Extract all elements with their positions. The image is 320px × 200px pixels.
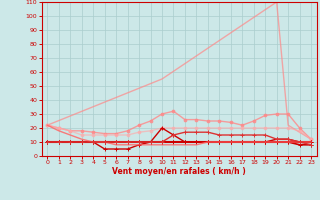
X-axis label: Vent moyen/en rafales ( km/h ): Vent moyen/en rafales ( km/h ) (112, 167, 246, 176)
